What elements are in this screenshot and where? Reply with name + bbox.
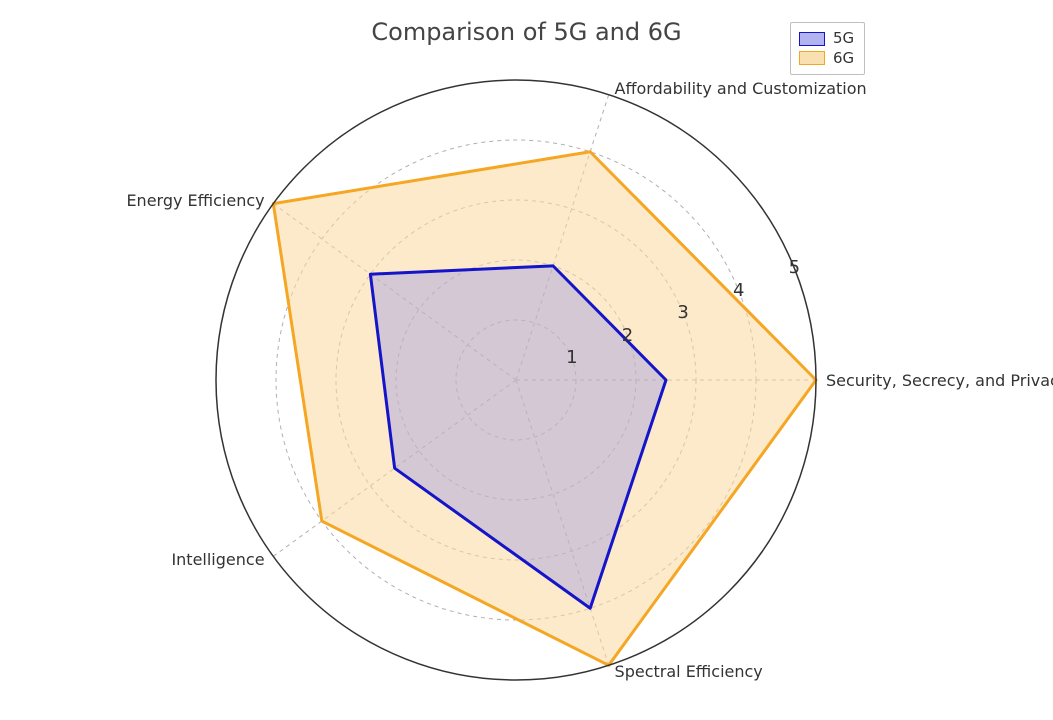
radar-chart: Comparison of 5G and 6G 5G6G Security, S… bbox=[0, 0, 1053, 720]
rtick-label: 1 bbox=[566, 347, 577, 368]
axis-label: Spectral Efficiency bbox=[615, 662, 763, 681]
rtick-label: 4 bbox=[733, 280, 744, 301]
rtick-label: 5 bbox=[789, 257, 800, 278]
legend-swatch bbox=[799, 51, 825, 65]
legend-label: 5G bbox=[833, 29, 854, 49]
axis-label: Security, Secrecy, and Privacy bbox=[826, 371, 1053, 390]
legend: 5G6G bbox=[790, 22, 865, 75]
radar-svg bbox=[0, 0, 1053, 720]
legend-item: 6G bbox=[799, 49, 854, 69]
axis-label: Intelligence bbox=[171, 550, 264, 569]
legend-item: 5G bbox=[799, 29, 854, 49]
axis-label: Energy Efficiency bbox=[126, 191, 264, 210]
rtick-label: 2 bbox=[622, 325, 633, 346]
rtick-label: 3 bbox=[677, 302, 688, 323]
legend-swatch bbox=[799, 32, 825, 46]
legend-label: 6G bbox=[833, 49, 854, 69]
axis-label: Affordability and Customization bbox=[615, 79, 867, 98]
